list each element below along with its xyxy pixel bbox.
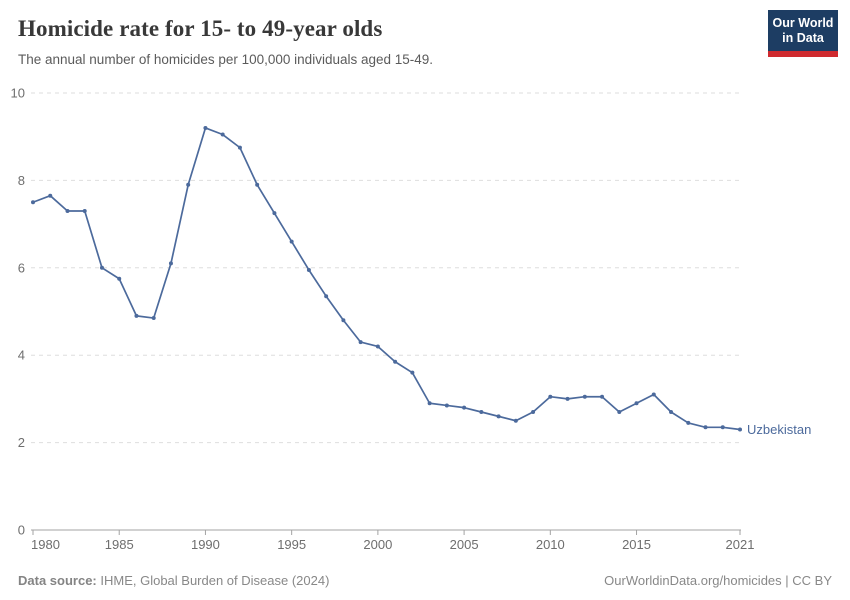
- data-point-1988[interactable]: [168, 261, 173, 266]
- x-tick-label-2015: 2015: [622, 537, 651, 552]
- data-point-1982[interactable]: [65, 208, 70, 213]
- chart-subtitle: The annual number of homicides per 100,0…: [18, 52, 434, 67]
- data-point-1999[interactable]: [358, 340, 363, 345]
- data-point-1991[interactable]: [220, 132, 225, 137]
- data-point-2006[interactable]: [479, 410, 484, 415]
- data-point-2008[interactable]: [513, 418, 518, 423]
- x-tick-label-1995: 1995: [277, 537, 306, 552]
- data-point-1984[interactable]: [99, 265, 104, 270]
- data-point-1998[interactable]: [341, 318, 346, 323]
- data-source-value: IHME, Global Burden of Disease (2024): [96, 573, 330, 588]
- x-tick-label-1985: 1985: [105, 537, 134, 552]
- data-point-2013[interactable]: [600, 394, 605, 399]
- y-tick-label-4: 4: [18, 348, 25, 363]
- data-point-1983[interactable]: [82, 208, 87, 213]
- data-point-1980[interactable]: [31, 200, 35, 205]
- data-point-2017[interactable]: [669, 410, 674, 415]
- x-tick-label-2000: 2000: [363, 537, 392, 552]
- data-point-2004[interactable]: [444, 403, 449, 408]
- x-tick-label-2010: 2010: [536, 537, 565, 552]
- data-point-2000[interactable]: [375, 344, 380, 349]
- data-point-2010[interactable]: [548, 394, 553, 399]
- data-point-2016[interactable]: [651, 392, 656, 397]
- series-label-uzbekistan[interactable]: Uzbekistan: [747, 422, 811, 437]
- y-tick-label-8: 8: [18, 173, 25, 188]
- x-tick-label-1990: 1990: [191, 537, 220, 552]
- data-point-2002[interactable]: [410, 370, 415, 375]
- x-tick-label-2005: 2005: [450, 537, 479, 552]
- data-point-2021[interactable]: [738, 427, 742, 432]
- data-point-2014[interactable]: [617, 410, 622, 415]
- x-tick-label-1980: 1980: [31, 537, 60, 552]
- data-point-2009[interactable]: [531, 410, 536, 415]
- data-point-1997[interactable]: [324, 294, 329, 299]
- data-point-1989[interactable]: [186, 182, 191, 187]
- data-point-1990[interactable]: [203, 125, 208, 130]
- data-point-1993[interactable]: [255, 182, 260, 187]
- data-point-2003[interactable]: [427, 401, 432, 406]
- data-point-2001[interactable]: [393, 359, 398, 364]
- data-point-1992[interactable]: [237, 145, 242, 150]
- owid-logo-line1: Our World: [772, 16, 834, 30]
- data-source: Data source: IHME, Global Burden of Dise…: [18, 573, 329, 588]
- data-point-1986[interactable]: [134, 313, 139, 318]
- owid-logo[interactable]: Our World in Data: [768, 10, 838, 57]
- attribution-link[interactable]: OurWorldinData.org/homicides | CC BY: [604, 573, 832, 588]
- data-point-2015[interactable]: [634, 401, 639, 406]
- line-series-uzbekistan: [32, 127, 741, 431]
- data-point-2020[interactable]: [720, 425, 725, 430]
- data-point-2007[interactable]: [496, 414, 501, 419]
- y-tick-label-10: 10: [11, 86, 25, 101]
- x-tick-label-2021: 2021: [726, 537, 755, 552]
- data-point-2005[interactable]: [462, 405, 467, 410]
- data-point-2018[interactable]: [686, 420, 691, 425]
- data-point-1987[interactable]: [151, 316, 156, 321]
- data-point-1995[interactable]: [289, 239, 294, 244]
- data-source-label: Data source:: [18, 573, 97, 588]
- data-point-1981[interactable]: [48, 193, 53, 198]
- data-point-2019[interactable]: [703, 425, 708, 430]
- data-point-2012[interactable]: [582, 394, 587, 399]
- y-tick-label-2: 2: [18, 435, 25, 450]
- chart-footer: Data source: IHME, Global Burden of Dise…: [18, 573, 832, 588]
- data-point-1994[interactable]: [272, 211, 277, 216]
- data-point-1985[interactable]: [117, 276, 122, 281]
- data-point-1996[interactable]: [306, 267, 311, 272]
- y-tick-label-6: 6: [18, 260, 25, 275]
- page-title: Homicide rate for 15- to 49-year olds: [18, 16, 383, 41]
- data-point-2011[interactable]: [565, 396, 570, 401]
- owid-logo-line2: in Data: [782, 31, 824, 45]
- y-tick-label-0: 0: [18, 523, 25, 538]
